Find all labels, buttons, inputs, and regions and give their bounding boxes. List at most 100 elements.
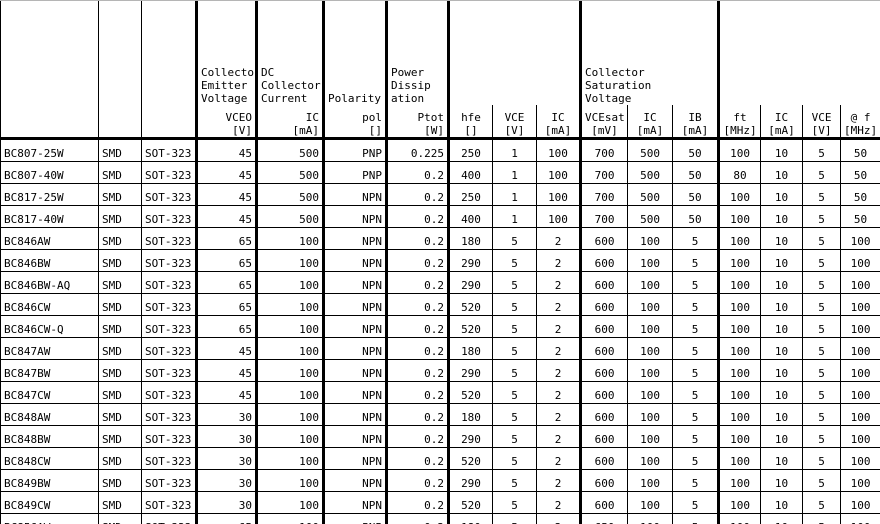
cell-Articlenumber[interactable]: BC846BW-AQ: [0, 271, 99, 294]
cell-hfe[interactable]: 180: [447, 337, 493, 360]
table-row[interactable]: BC847BW SMD SOT-323 45 100 NPN 0.2 290 5 2 600 100 5…: [0, 359, 880, 382]
cell-Package[interactable]: SOT-323: [141, 359, 197, 382]
cell-Package[interactable]: SOT-323: [141, 249, 197, 272]
cell-IC3[interactable]: 100: [627, 513, 674, 524]
cell-Ptot[interactable]: 0.2: [385, 183, 449, 206]
cell-pol[interactable]: NPN: [322, 447, 387, 470]
cell-VCEsat[interactable]: 600: [579, 447, 629, 470]
cell-hfe[interactable]: 290: [447, 271, 493, 294]
cell-IC3[interactable]: 100: [627, 491, 674, 514]
cell-IC2[interactable]: 2: [535, 359, 582, 382]
cell-IC3[interactable]: 500: [627, 161, 674, 184]
cell-Package[interactable]: SOT-323: [141, 183, 197, 206]
cell-VCEsat[interactable]: 600: [579, 337, 629, 360]
cell-at_f[interactable]: 100: [840, 315, 880, 338]
cell-Type[interactable]: SMD: [98, 491, 142, 514]
cell-VCEsat[interactable]: 600: [579, 293, 629, 316]
cell-IC[interactable]: 100: [255, 249, 324, 272]
cell-Articlenumber[interactable]: BC817-40W: [0, 205, 99, 228]
cell-IB[interactable]: 5: [672, 359, 720, 382]
cell-at_f[interactable]: 100: [840, 403, 880, 426]
cell-Ptot[interactable]: 0.2: [385, 271, 449, 294]
cell-at_f[interactable]: 100: [840, 271, 880, 294]
cell-at_f[interactable]: 100: [840, 381, 880, 404]
cell-VCE[interactable]: 1: [492, 183, 537, 206]
cell-IC4[interactable]: 10: [760, 513, 804, 524]
cell-VCEO[interactable]: 45: [195, 138, 257, 162]
cell-IC[interactable]: 100: [255, 315, 324, 338]
cell-at_f[interactable]: 100: [840, 425, 880, 448]
cell-Package[interactable]: SOT-323: [141, 403, 197, 426]
cell-Ptot[interactable]: 0.2: [385, 513, 449, 524]
table-row[interactable]: BC846AW SMD SOT-323 65 100 NPN 0.2 180 5 2 600 100 5…: [0, 227, 880, 250]
cell-IC2[interactable]: 100: [535, 138, 582, 162]
cell-VCEO[interactable]: 65: [195, 249, 257, 272]
cell-IC3[interactable]: 500: [627, 138, 674, 162]
cell-IB[interactable]: 5: [672, 249, 720, 272]
cell-Ptot[interactable]: 0.225: [385, 138, 449, 162]
table-row[interactable]: BC848BW SMD SOT-323 30 100 NPN 0.2 290 5 2 600 100 5…: [0, 425, 880, 448]
cell-IC4[interactable]: 10: [760, 491, 804, 514]
cell-Articlenumber[interactable]: BC846CW-Q: [0, 315, 99, 338]
cell-IC3[interactable]: 100: [627, 359, 674, 382]
cell-Type[interactable]: SMD: [98, 359, 142, 382]
cell-IC3[interactable]: 100: [627, 447, 674, 470]
cell-IC2[interactable]: 2: [535, 447, 582, 470]
cell-hfe[interactable]: 250: [447, 138, 493, 162]
cell-at_f[interactable]: 50: [840, 138, 880, 162]
cell-VCEsat[interactable]: 600: [579, 469, 629, 492]
cell-VCEsat[interactable]: 700: [579, 183, 629, 206]
cell-pol[interactable]: NPN: [322, 205, 387, 228]
cell-IC[interactable]: 100: [255, 513, 324, 524]
cell-VCE2[interactable]: 5: [802, 513, 842, 524]
cell-IC2[interactable]: 100: [535, 205, 582, 228]
cell-Ptot[interactable]: 0.2: [385, 293, 449, 316]
cell-IC[interactable]: 100: [255, 271, 324, 294]
cell-Type[interactable]: SMD: [98, 205, 142, 228]
cell-pol[interactable]: NPN: [322, 271, 387, 294]
table-row[interactable]: BC849BW SMD SOT-323 30 100 NPN 0.2 290 5 2 600 100 5…: [0, 469, 880, 492]
cell-Articlenumber[interactable]: BC817-25W: [0, 183, 99, 206]
cell-VCEO[interactable]: 45: [195, 337, 257, 360]
table-row[interactable]: BC807-40W SMD SOT-323 45 500 PNP 0.2 400 1 100 700…: [0, 161, 880, 184]
cell-pol[interactable]: NPN: [322, 293, 387, 316]
cell-Ptot[interactable]: 0.2: [385, 381, 449, 404]
table-row[interactable]: BC849CW SMD SOT-323 30 100 NPN 0.2 520 5 2 600 100 5…: [0, 491, 880, 514]
cell-IC4[interactable]: 10: [760, 469, 804, 492]
cell-VCE2[interactable]: 5: [802, 491, 842, 514]
cell-pol[interactable]: PNP: [322, 161, 387, 184]
cell-ft[interactable]: 100: [717, 227, 762, 250]
cell-VCE2[interactable]: 5: [802, 359, 842, 382]
cell-IB[interactable]: 5: [672, 403, 720, 426]
cell-pol[interactable]: NPN: [322, 491, 387, 514]
cell-hfe[interactable]: 520: [447, 381, 493, 404]
cell-Articlenumber[interactable]: BC807-25W: [0, 138, 99, 162]
cell-ft[interactable]: 100: [717, 469, 762, 492]
cell-IC[interactable]: 100: [255, 337, 324, 360]
cell-IC3[interactable]: 100: [627, 381, 674, 404]
cell-Articlenumber[interactable]: BC848BW: [0, 425, 99, 448]
cell-hfe[interactable]: 180: [447, 227, 493, 250]
table-row[interactable]: BC846BW SMD SOT-323 65 100 NPN 0.2 290 5 2 600 100 5…: [0, 249, 880, 272]
cell-IC[interactable]: 100: [255, 381, 324, 404]
cell-Articlenumber[interactable]: BC849BW: [0, 469, 99, 492]
cell-VCEsat[interactable]: 600: [579, 403, 629, 426]
cell-Package[interactable]: SOT-323: [141, 227, 197, 250]
cell-VCEO[interactable]: 30: [195, 491, 257, 514]
table-row[interactable]: BC846CW-Q SMD SOT-323 65 100 NPN 0.2 520 5 2 600 10…: [0, 315, 880, 338]
cell-Articlenumber[interactable]: BC847CW: [0, 381, 99, 404]
cell-pol[interactable]: NPN: [322, 425, 387, 448]
cell-IC[interactable]: 100: [255, 469, 324, 492]
cell-ft[interactable]: 100: [717, 425, 762, 448]
cell-pol[interactable]: PNP: [322, 513, 387, 524]
table-row[interactable]: BC846BW-AQ SMD SOT-323 65 100 NPN 0.2 290 5 2 600 1…: [0, 271, 880, 294]
cell-Type[interactable]: SMD: [98, 513, 142, 524]
cell-VCEsat[interactable]: 600: [579, 359, 629, 382]
cell-IC4[interactable]: 10: [760, 183, 804, 206]
cell-VCE[interactable]: 1: [492, 138, 537, 162]
cell-IC4[interactable]: 10: [760, 403, 804, 426]
cell-Type[interactable]: SMD: [98, 447, 142, 470]
cell-pol[interactable]: NPN: [322, 381, 387, 404]
cell-at_f[interactable]: 100: [840, 447, 880, 470]
cell-IC2[interactable]: 2: [535, 513, 582, 524]
